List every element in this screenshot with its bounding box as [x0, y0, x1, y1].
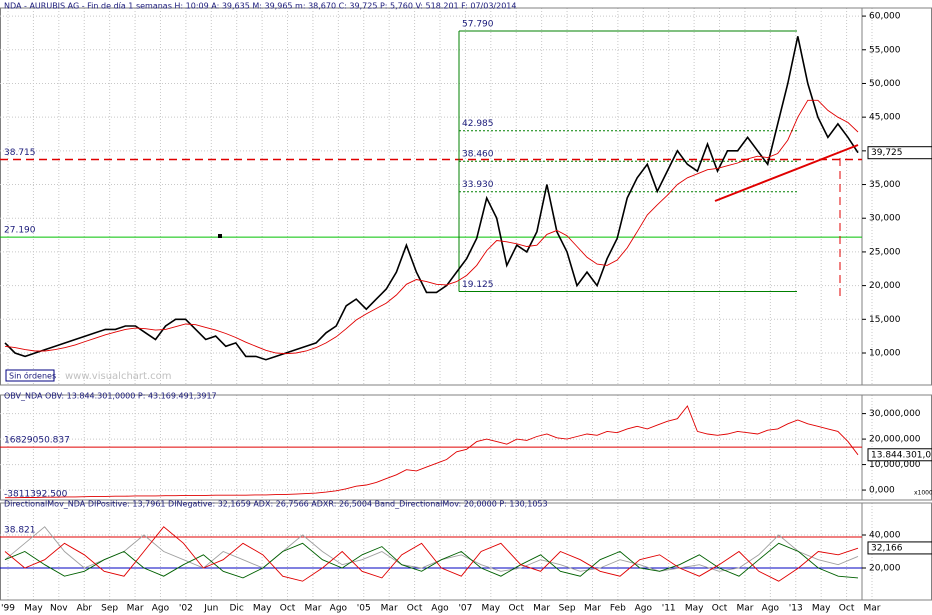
x-tick-label: Oct	[407, 604, 423, 614]
y-tick-label: 0,000	[869, 486, 895, 496]
fib-label: 38.460	[462, 150, 494, 160]
level-label: 16829050.837	[4, 436, 70, 446]
x-tick-label: Mar	[381, 604, 398, 614]
scale-label: x1000	[914, 490, 932, 497]
x-tick-label: '05	[357, 604, 371, 614]
x-tick-label: Mar	[864, 604, 881, 614]
y-tick-label: 25,000	[869, 247, 901, 257]
x-tick-label: Oct	[712, 604, 728, 614]
series-line	[4, 526, 859, 572]
level-label: -3811392.500	[4, 490, 68, 500]
x-tick-label: Ago	[152, 604, 170, 614]
y-tick-label: 20,000	[869, 281, 901, 291]
x-tick-label: Mar	[304, 604, 321, 614]
y-tick-label: 15,000	[869, 315, 901, 325]
x-tick-label: Dic	[230, 604, 244, 614]
series-line	[5, 405, 859, 499]
x-tick-label: Oct	[280, 604, 296, 614]
last-value-label: 32,166	[871, 543, 903, 553]
fib-label: 57.790	[462, 19, 494, 29]
marker	[218, 234, 222, 238]
x-tick-label: '07	[458, 604, 472, 614]
pane-title: NDA - AURUBIS AG - Fin de día 1 semanas …	[4, 2, 517, 11]
y-tick-label: 30,000	[869, 214, 901, 224]
x-tick-label: Ago	[431, 604, 449, 614]
x-tick-label: May	[253, 604, 272, 614]
series-line	[4, 36, 859, 361]
x-tick-label: May	[482, 604, 501, 614]
last-value-box	[867, 146, 932, 160]
x-tick-label: Mar	[533, 604, 550, 614]
x-tick-label: Ago	[635, 604, 653, 614]
x-tick-label: '02	[179, 604, 193, 614]
x-tick-label: Feb	[610, 604, 626, 614]
x-tick-label: Jun	[203, 604, 218, 614]
x-tick-label: May	[24, 604, 43, 614]
fib-label: 42.985	[462, 119, 494, 129]
x-tick-label: May	[812, 604, 831, 614]
orders-label: Sin órdenes	[9, 371, 56, 381]
x-tick-label: Nov	[50, 604, 68, 614]
series-line	[4, 526, 859, 582]
x-tick-label: Mar	[736, 604, 753, 614]
y-tick-label: 10,000	[869, 348, 901, 358]
x-tick-label: '99	[1, 604, 15, 614]
x-tick-label: Mar	[584, 604, 601, 614]
pane-title: OBV_NDA OBV: 13.844.301,0000 P: 43.169.4…	[4, 392, 217, 401]
x-tick-label: '13	[789, 604, 803, 614]
last-value-label: 13.844.301,000	[871, 450, 932, 460]
x-tick-label: Oct	[508, 604, 524, 614]
level-label: 38.821	[4, 525, 36, 535]
last-value-label: 39,725	[871, 148, 903, 158]
y-tick-label: 45,000	[869, 113, 901, 123]
y-tick-label: 20,000,000	[869, 435, 921, 445]
series-line	[4, 99, 859, 355]
x-tick-label: May	[685, 604, 704, 614]
fib-label: 19.125	[462, 280, 494, 290]
y-tick-label: 55,000	[869, 45, 901, 55]
watermark: www.visualchart.com	[65, 371, 171, 382]
x-tick-label: Sep	[101, 604, 118, 614]
orders-box	[5, 369, 55, 382]
x-tick-label: Sep	[559, 604, 576, 614]
y-tick-label: 30,000,000	[869, 409, 921, 419]
y-tick-label: 10,000,000	[869, 460, 921, 470]
y-tick-label: 35,000	[869, 180, 901, 190]
y-tick-label: 20,000	[869, 563, 901, 573]
fib-label: 33.930	[462, 180, 494, 190]
level-label: 27.190	[4, 226, 36, 236]
x-tick-label: Oct	[839, 604, 855, 614]
y-tick-label: 40,000	[869, 531, 901, 541]
x-tick-label: Mar	[127, 604, 144, 614]
last-value-box	[867, 541, 932, 555]
y-tick-label: 50,000	[869, 79, 901, 89]
x-tick-label: Ago	[762, 604, 780, 614]
x-tick-label: Abr	[76, 604, 92, 614]
level-label: 38.715	[4, 148, 36, 158]
last-value-box	[867, 448, 932, 462]
series-line	[4, 542, 859, 579]
x-tick-label: Ago	[330, 604, 348, 614]
pane-title: DirectionalMov_NDA DIPositive: 13,7961 D…	[4, 500, 548, 509]
x-tick-label: '11	[662, 604, 676, 614]
trend-line	[714, 144, 859, 202]
y-tick-label: 60,000	[869, 12, 901, 22]
